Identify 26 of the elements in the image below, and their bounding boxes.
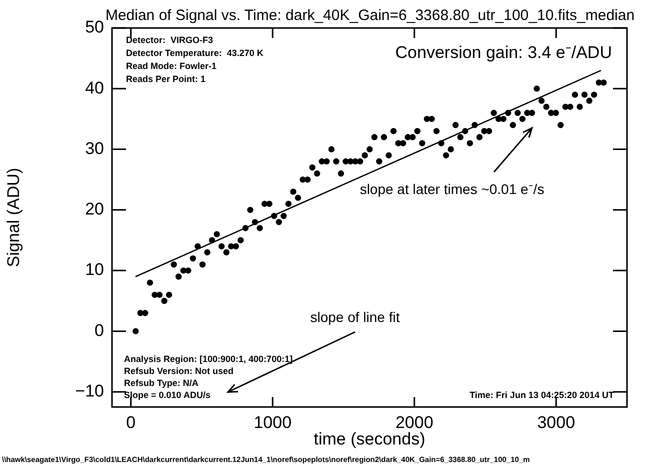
annotation: Detector Temperature: 43.270 K bbox=[126, 48, 264, 58]
annotation: Time: Fri Jun 13 04:25:20 2014 UT bbox=[470, 390, 614, 400]
x-axis-title: time (seconds) bbox=[314, 429, 426, 448]
x-tick-label: 3000 bbox=[537, 412, 576, 432]
annotation: Analysis Region: [100:900:1, 400:700:1] bbox=[124, 354, 293, 364]
annotation: Reads Per Point: 1 bbox=[126, 74, 206, 84]
annotation: slope at later times ~0.01 e⁻/s bbox=[360, 181, 544, 197]
chart-title: Median of Signal vs. Time: dark_40K_Gain=6_3368.80_utr_100_10.fits_median bbox=[105, 7, 635, 24]
y-tick-label: −10 bbox=[75, 382, 104, 401]
y-tick-label: 30 bbox=[85, 138, 104, 158]
annotation: Slope = 0.010 ADU/s bbox=[124, 390, 210, 400]
annotation: Read Mode: Fowler-1 bbox=[126, 61, 217, 71]
annotation: Detector: VIRGO-F3 bbox=[126, 35, 214, 45]
y-tick-label: 10 bbox=[85, 260, 104, 280]
y-tick-label: 0 bbox=[94, 320, 104, 340]
annotation: slope of line fit bbox=[310, 309, 400, 325]
annotation: Conversion gain: 3.4 e⁻/ADU bbox=[395, 43, 612, 62]
y-axis-title: Signal (ADU) bbox=[4, 168, 23, 268]
y-tick-label: 20 bbox=[85, 200, 104, 219]
x-tick-label: 2000 bbox=[395, 412, 434, 432]
annotation: Refsub Version: Not used bbox=[124, 366, 234, 376]
y-tick-label: 50 bbox=[85, 18, 104, 37]
y-tick-label: 40 bbox=[85, 78, 104, 98]
annotation: Refsub Type: N/A bbox=[124, 378, 199, 388]
x-tick-label: 1000 bbox=[254, 412, 292, 432]
x-tick-label: 0 bbox=[126, 412, 136, 432]
